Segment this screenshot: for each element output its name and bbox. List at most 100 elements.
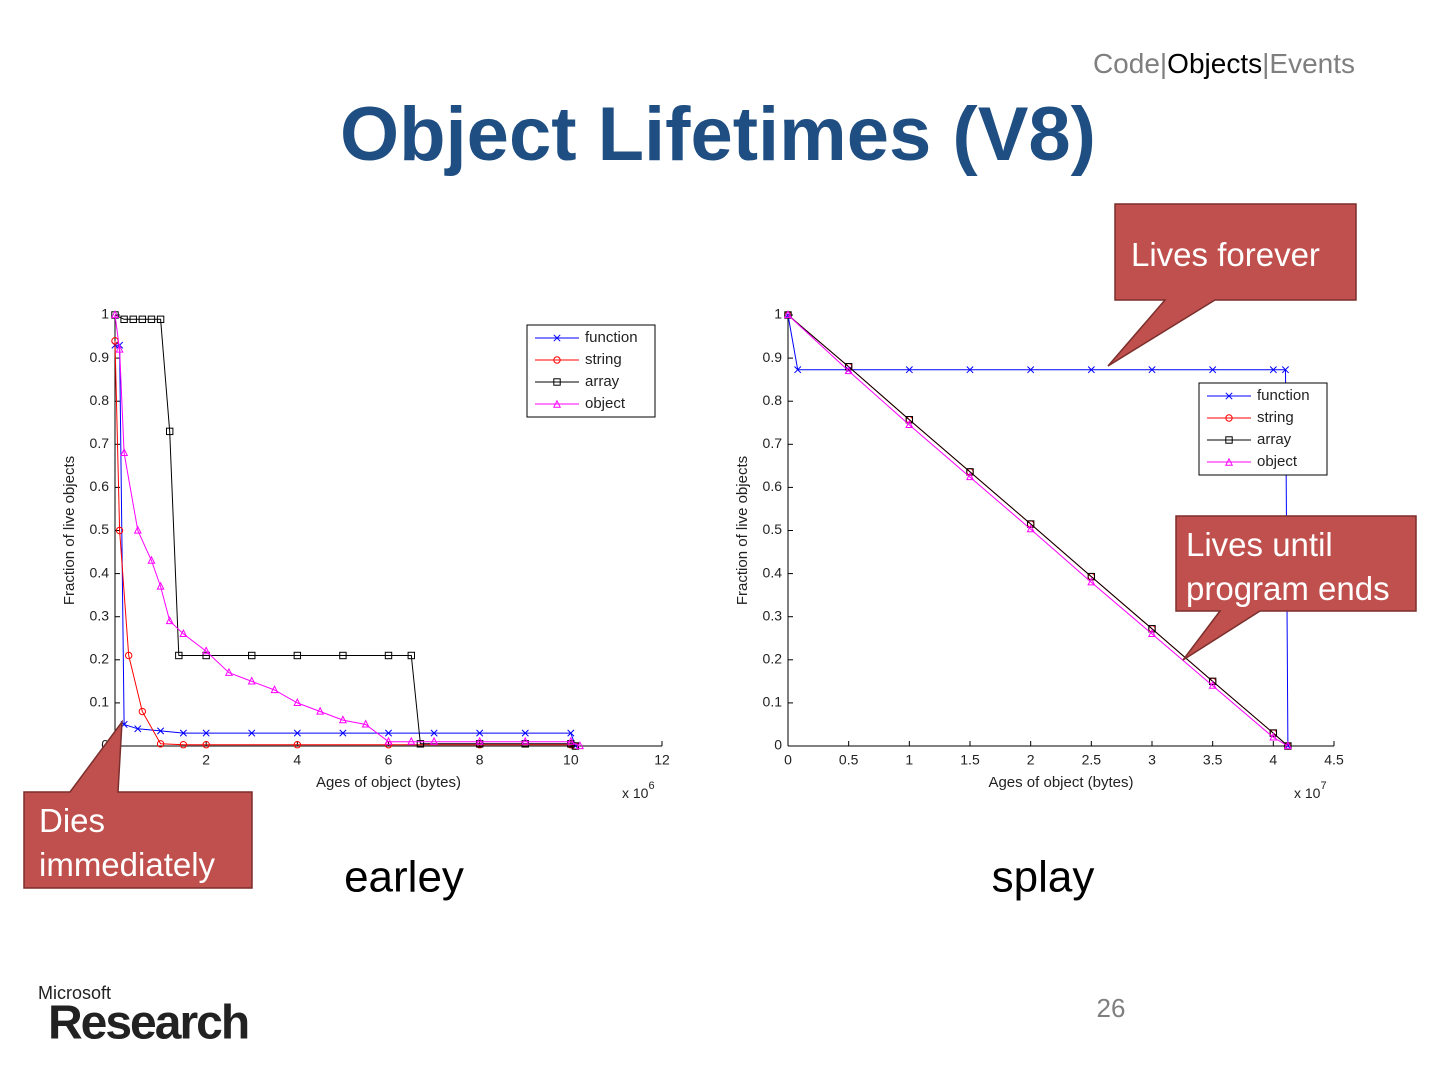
y-tick-label: 0.3 xyxy=(763,607,783,623)
y-tick-label: 0.8 xyxy=(763,392,783,408)
data-point xyxy=(783,310,793,319)
y-tick-label: 1 xyxy=(774,306,782,322)
x-tick-label: 10 xyxy=(563,752,579,768)
chart-caption: splay xyxy=(992,853,1095,902)
data-point xyxy=(166,427,174,436)
data-point xyxy=(179,629,188,638)
callout-box xyxy=(1107,203,1357,367)
data-point xyxy=(157,727,165,735)
y-tick-label: 0.6 xyxy=(763,478,783,494)
legend-label: object xyxy=(585,395,626,412)
series-line xyxy=(114,340,576,747)
chart-caption: earley xyxy=(344,853,464,902)
x-multiplier-exponent: 7 xyxy=(1320,780,1326,792)
data-point xyxy=(430,729,438,737)
data-point xyxy=(965,472,975,481)
legend-box xyxy=(526,324,656,418)
legend-marker xyxy=(553,378,561,386)
series-line xyxy=(787,314,1289,747)
data-point xyxy=(416,740,425,748)
data-point xyxy=(175,651,183,660)
y-tick-label: 0.4 xyxy=(763,564,783,580)
data-point xyxy=(407,651,415,660)
data-point xyxy=(1026,520,1035,528)
data-point xyxy=(1147,629,1157,638)
data-point xyxy=(110,310,120,319)
legend-label: string xyxy=(1257,409,1294,426)
data-point xyxy=(224,667,233,676)
slide-title: Object Lifetimes (V8) xyxy=(340,92,1096,177)
data-point xyxy=(1087,366,1095,374)
data-point xyxy=(1026,524,1035,533)
data-point xyxy=(293,697,302,706)
data-point xyxy=(339,729,347,737)
callout-text: Dies xyxy=(39,802,105,839)
legend-label: string xyxy=(585,351,622,368)
data-point xyxy=(156,740,165,748)
data-point xyxy=(133,525,142,534)
data-point xyxy=(475,736,484,745)
data-point xyxy=(407,736,416,745)
y-tick-label: 1 xyxy=(101,306,109,322)
data-point xyxy=(1208,677,1217,686)
data-point xyxy=(1148,366,1156,374)
x-multiplier-base: x 10 xyxy=(622,785,649,801)
data-point xyxy=(1283,741,1292,750)
x-tick-label: 3.5 xyxy=(1203,752,1223,768)
y-tick-label: 0.1 xyxy=(763,694,783,710)
logo-large: Research xyxy=(48,997,248,1050)
callout-text: Lives forever xyxy=(1131,236,1320,273)
data-point xyxy=(202,651,210,660)
data-point xyxy=(270,685,279,694)
data-point xyxy=(115,344,124,353)
data-point xyxy=(156,581,165,590)
data-point xyxy=(1209,366,1217,374)
data-point xyxy=(248,729,256,737)
data-point xyxy=(156,315,165,324)
x-tick-label: 3 xyxy=(1148,752,1156,768)
data-point xyxy=(293,651,302,660)
nav-separator: | xyxy=(1160,48,1167,79)
y-tick-label: 0.9 xyxy=(90,349,110,365)
y-tick-label: 0.6 xyxy=(90,478,110,494)
legend-marker xyxy=(553,334,561,342)
data-point xyxy=(138,315,147,324)
data-point xyxy=(1027,366,1035,374)
legend-marker xyxy=(552,399,562,408)
data-point xyxy=(138,707,147,716)
data-point xyxy=(521,729,529,737)
y-tick-label: 0.4 xyxy=(90,564,110,580)
nav-separator: | xyxy=(1262,48,1269,79)
data-point xyxy=(1281,366,1290,374)
data-point xyxy=(384,729,393,737)
data-point xyxy=(129,315,137,324)
x-multiplier: x 106 xyxy=(622,780,655,801)
legend-marker xyxy=(1225,436,1233,444)
x-tick-label: 2.5 xyxy=(1082,752,1102,768)
callout-text: Lives until xyxy=(1186,526,1333,563)
data-point xyxy=(566,736,575,745)
data-point xyxy=(165,616,174,625)
y-tick-label: 0.2 xyxy=(90,651,110,667)
legend-box xyxy=(1198,382,1328,476)
callout-text: immediately xyxy=(39,846,216,883)
legend-label: object xyxy=(1257,453,1298,470)
data-point xyxy=(844,363,853,371)
x-tick-label: 12 xyxy=(654,752,670,768)
logo-small: Microsoft xyxy=(38,983,111,1003)
x-tick-label: 6 xyxy=(385,752,393,768)
data-point xyxy=(844,366,853,375)
data-point xyxy=(575,741,584,750)
legend-label: array xyxy=(585,373,620,390)
x-tick-label: 4 xyxy=(1269,752,1277,768)
callout-text: program ends xyxy=(1186,570,1390,607)
series-line xyxy=(787,314,1289,747)
data-point xyxy=(966,366,974,374)
legend-marker xyxy=(1225,414,1233,422)
y-tick-label: 0.3 xyxy=(90,607,110,623)
x-tick-label: 0.5 xyxy=(839,752,859,768)
data-point xyxy=(179,741,188,749)
page-number: 26 xyxy=(1097,993,1126,1023)
series-line xyxy=(114,314,581,747)
